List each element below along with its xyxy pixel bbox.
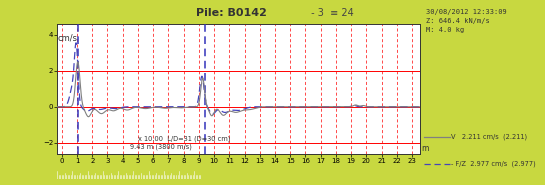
Text: x 10.00  L/D=31 (D=30 cm): x 10.00 L/D=31 (D=30 cm) bbox=[138, 135, 231, 142]
Text: 9.43 m (3800 m/s): 9.43 m (3800 m/s) bbox=[130, 143, 192, 150]
Text: Pile: B0142: Pile: B0142 bbox=[196, 8, 267, 18]
Text: - 3  ≡ 24: - 3 ≡ 24 bbox=[308, 8, 354, 18]
Text: V   2.211 cm/s  (2.211): V 2.211 cm/s (2.211) bbox=[451, 134, 528, 140]
Text: 30/08/2012 12:33:09
Z: 646.4 kN/m/s
M: 4.0 kg: 30/08/2012 12:33:09 Z: 646.4 kN/m/s M: 4… bbox=[426, 9, 507, 33]
Text: cm/s: cm/s bbox=[58, 34, 77, 43]
Text: - F/Z  2.977 cm/s  (2.977): - F/Z 2.977 cm/s (2.977) bbox=[451, 160, 536, 167]
Text: m: m bbox=[421, 144, 428, 153]
